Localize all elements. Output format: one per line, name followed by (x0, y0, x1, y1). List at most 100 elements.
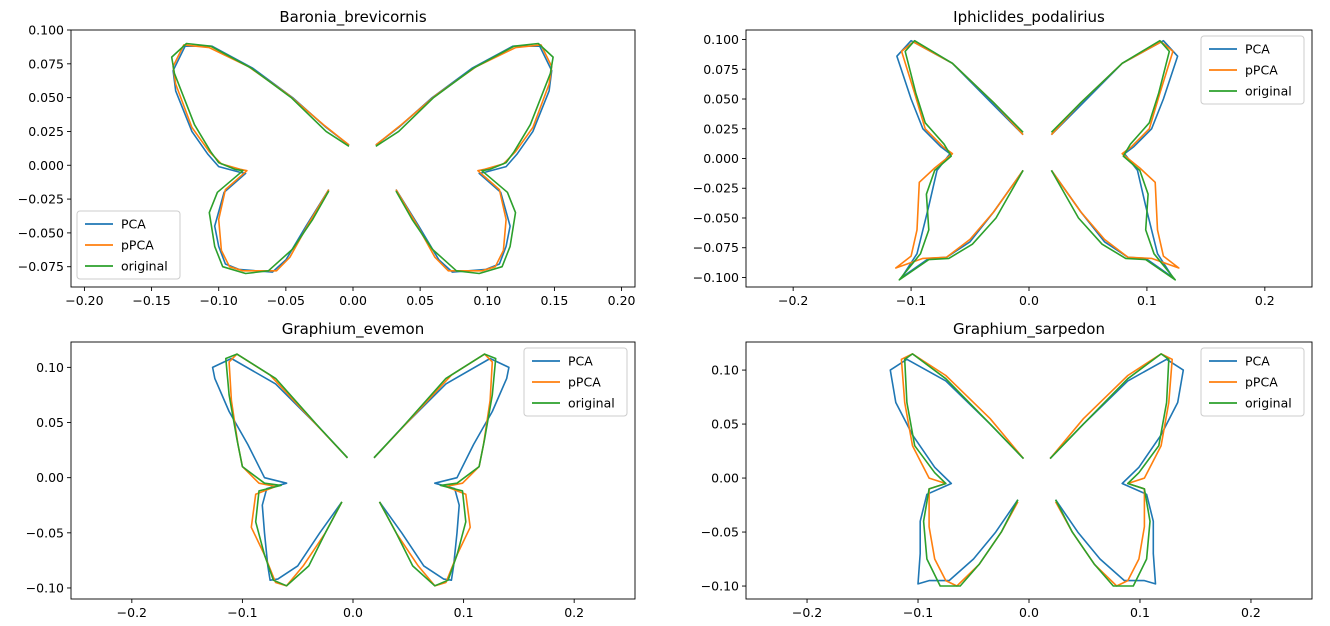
series-line-PCA-right (1049, 358, 1185, 585)
y-tick-label: 0.050 (703, 92, 739, 107)
x-tick-label: −0.1 (227, 605, 257, 620)
series-line-original-right (1050, 39, 1176, 281)
x-tick-label: −0.2 (792, 605, 822, 620)
legend-label-PCA: PCA (568, 354, 593, 369)
x-tick-label: 0.15 (541, 293, 569, 308)
legend-label-original: original (1245, 396, 1292, 411)
subplot-title: Iphiclides_podalirius (953, 8, 1105, 27)
x-tick-label: 0.20 (608, 293, 636, 308)
series-line-original-right (1049, 353, 1170, 587)
legend: PCA pPCA original (1200, 347, 1305, 417)
series-line-pPCA-left (895, 41, 1024, 269)
series-group (211, 353, 510, 587)
x-tick-label: 0.1 (454, 605, 474, 620)
legend-label-PCA: PCA (121, 217, 146, 232)
y-tick-label: −0.075 (18, 259, 64, 274)
legend: PCA pPCA original (76, 210, 181, 280)
series-line-pPCA-right (1050, 41, 1180, 269)
series-line-PCA-right (373, 357, 510, 581)
legend-label-pPCA: pPCA (1245, 63, 1278, 78)
y-tick-label: 0.025 (28, 124, 64, 139)
y-tick-label: −0.050 (18, 225, 64, 240)
x-tick-label: 0.00 (339, 293, 367, 308)
y-tick-label: 0.100 (28, 23, 64, 38)
x-tick-label: −0.15 (132, 293, 170, 308)
y-tick-label: −0.025 (18, 192, 64, 207)
x-tick-label: −0.05 (267, 293, 305, 308)
series-line-PCA-left (889, 358, 1025, 585)
y-tick-label: 0.050 (28, 90, 64, 105)
x-tick-label: −0.10 (200, 293, 238, 308)
legend-box (1200, 35, 1305, 105)
series-line-original-left (898, 39, 1024, 281)
series-line-pPCA-left (172, 44, 350, 272)
y-tick-label: 0.10 (711, 363, 739, 378)
legend: PCA pPCA original (523, 347, 628, 417)
y-tick-label: −0.10 (701, 579, 739, 594)
legend-label-pPCA: pPCA (568, 375, 601, 390)
series-line-PCA-right (375, 45, 553, 273)
y-tick-label: −0.05 (701, 525, 739, 540)
legend-label-pPCA: pPCA (1245, 375, 1278, 390)
x-tick-label: −0.20 (65, 293, 103, 308)
subplot-2: Iphiclides_podalirius −0.2 −0.1 0.0 0.1 0.2 −0… (693, 8, 1313, 308)
y-tick-label: 0.075 (703, 62, 739, 77)
y-tick-label: −0.100 (693, 270, 739, 285)
series-line-original-left (903, 353, 1025, 587)
x-tick-label: 0.0 (1019, 605, 1039, 620)
x-tick-label: 0.0 (1019, 293, 1039, 308)
legend-label-original: original (121, 259, 168, 274)
y-tick-label: 0.100 (703, 32, 739, 47)
legend-label-original: original (568, 396, 615, 411)
series-line-PCA-left (211, 357, 349, 581)
x-tick-label: 0.10 (473, 293, 501, 308)
subplot-title: Baronia_brevicornis (279, 8, 426, 27)
x-tick-label: −0.2 (117, 605, 147, 620)
y-tick-label: −0.075 (693, 240, 739, 255)
legend-label-original: original (1245, 84, 1292, 99)
x-tick-label: 0.2 (564, 605, 584, 620)
y-tick-label: 0.000 (703, 151, 739, 166)
legend: PCA pPCA original (1200, 35, 1305, 105)
x-tick-label: 0.05 (406, 293, 434, 308)
legend-box (523, 347, 628, 417)
y-tick-label: 0.05 (36, 415, 64, 430)
x-tick-label: −0.1 (896, 293, 926, 308)
series-group (889, 353, 1185, 587)
x-tick-label: 0.1 (1130, 605, 1150, 620)
x-tick-label: −0.1 (903, 605, 933, 620)
subplot-1: Baronia_brevicornis−0.20 −0.15 −0.10 −0.05 0… (18, 8, 636, 308)
subplot-title: Graphium_sarpedon (953, 320, 1105, 339)
y-tick-label: −0.05 (26, 525, 64, 540)
y-tick-label: 0.025 (703, 121, 739, 136)
series-line-original-left (170, 42, 350, 275)
x-tick-label: −0.2 (778, 293, 808, 308)
series-line-PCA-left (172, 45, 350, 273)
legend-label-PCA: PCA (1245, 42, 1270, 57)
legend-box (1200, 347, 1305, 417)
x-tick-label: 0.2 (1241, 605, 1261, 620)
subplot-3: Graphium_evemon −0.2 −0.1 0.0 0.1 0.2 −0.10 −0.… (26, 320, 636, 620)
y-tick-label: 0.075 (28, 56, 64, 71)
y-tick-label: 0.00 (36, 470, 64, 485)
series-line-pPCA-right (375, 44, 553, 272)
series-line-original-right (375, 42, 554, 275)
x-tick-label: 0.1 (1137, 293, 1157, 308)
subplot-title: Graphium_evemon (282, 320, 424, 339)
y-tick-label: 0.10 (36, 360, 64, 375)
y-tick-label: −0.050 (693, 210, 739, 225)
series-line-original-left (225, 353, 349, 587)
subplot-4: Graphium_sarpedon −0.2 −0.1 0.0 0.1 0.2 −0.10 −… (701, 320, 1313, 620)
legend-label-PCA: PCA (1245, 354, 1270, 369)
series-line-PCA-left (896, 39, 1024, 279)
y-tick-label: 0.00 (711, 471, 739, 486)
y-tick-label: 0.000 (28, 158, 64, 173)
series-line-PCA-right (1050, 39, 1179, 279)
x-tick-label: 0.0 (343, 605, 363, 620)
y-tick-label: 0.05 (711, 417, 739, 432)
x-tick-label: 0.2 (1255, 293, 1275, 308)
y-tick-label: −0.025 (693, 181, 739, 196)
series-group (895, 39, 1180, 281)
legend-box (76, 210, 181, 280)
